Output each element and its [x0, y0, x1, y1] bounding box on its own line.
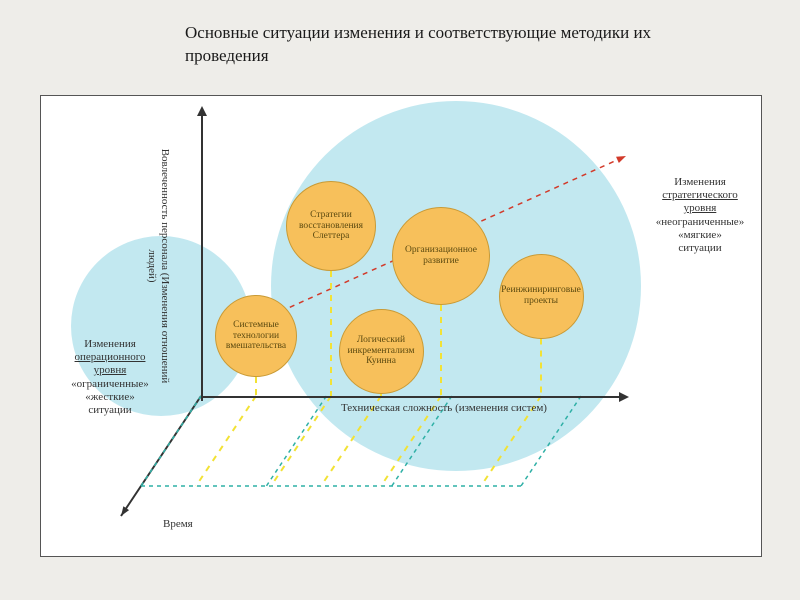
axis-x-label: Техническая сложность (изменения систем) [341, 402, 547, 415]
axis-x [201, 396, 621, 398]
axis-x-arrow-icon [619, 392, 629, 402]
label-strategic-level: Изменениястратегическогоуровня«неогранич… [641, 176, 759, 255]
bubble-reeng: Реинжиниринговые проекты [499, 254, 584, 339]
page-title: Основные ситуации изменения и соответств… [185, 22, 665, 68]
bubble-sletter: Стратегии восстановления Слеттера [286, 181, 376, 271]
bubble-quinn: Логический инкрементализм Куинна [339, 309, 424, 394]
label-operational-level: Измененияоперационногоуровня«ограниченны… [45, 338, 175, 417]
chart: Вовлеченность персонала (Изменения отнош… [40, 95, 762, 557]
bubble-orgdev: Организационное развитие [392, 207, 490, 305]
axis-y-arrow-icon [197, 106, 207, 116]
axis-y [201, 111, 203, 401]
bubble-systech: Системные технологии вмешательства [215, 295, 297, 377]
axis-z-label: Время [163, 518, 193, 531]
